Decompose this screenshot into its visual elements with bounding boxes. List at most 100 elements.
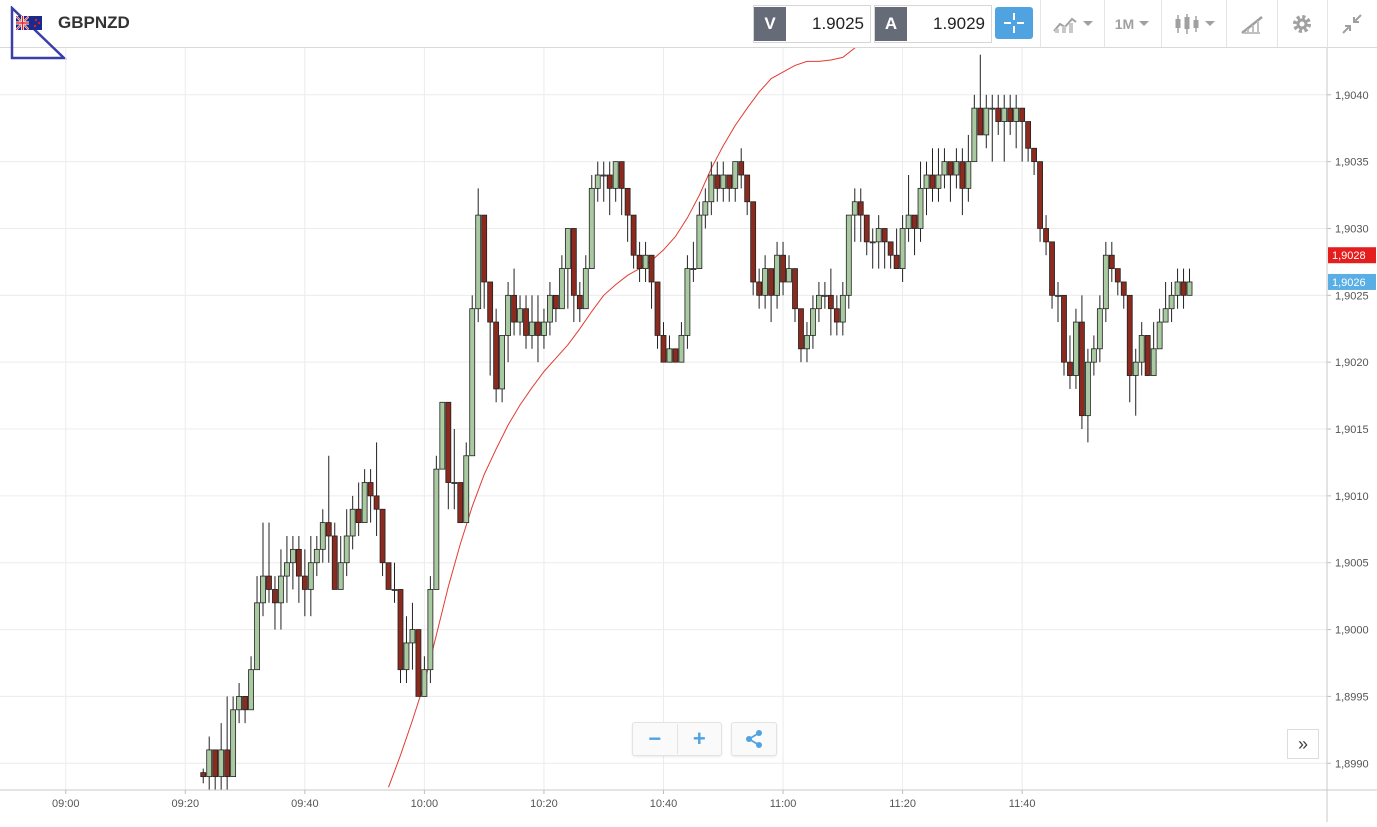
gbp-nzd-flag-icon [16,16,42,30]
share-button[interactable] [731,722,777,756]
bull-candle [254,576,260,671]
bull-candle [361,469,368,524]
bull-candle [1156,308,1163,350]
toolbar: GBPNZD V 1.9025 A 1.9029 1M [0,0,1377,60]
bear-candle [618,161,625,216]
bull-candle [1085,348,1091,443]
x-tick-label: 10:40 [650,798,678,810]
candle-body [349,508,356,537]
candle-body [1019,107,1026,122]
candle-body [284,562,290,577]
zoom-in-button[interactable]: + [678,724,722,754]
gear-icon [1293,14,1311,33]
candle-body [989,107,996,110]
candle-body [738,161,745,176]
bear-candle [1114,268,1121,296]
candle-body [535,321,541,336]
bull-candle [971,94,978,163]
bull-candle [821,281,828,309]
drawing-tools-button[interactable] [1232,0,1272,47]
candle-body [1043,228,1049,243]
bear-candle [977,54,984,136]
candle-body [439,401,446,470]
bear-candle [1120,281,1127,309]
candle-style-menu[interactable] [1168,0,1220,47]
zoom-out-button[interactable]: − [633,724,678,754]
bear-candle [1037,161,1043,242]
candle-body [1102,254,1109,310]
candle-body [833,308,840,323]
bear-candle [385,562,392,590]
bear-candle [887,241,894,269]
candle-body [1144,335,1151,376]
bear-candle [373,442,380,536]
candle-body [433,468,440,590]
candle-body [624,187,631,216]
ask-quote[interactable]: A 1.9029 [874,5,992,43]
bear-candle [266,522,272,603]
bear-candle [1007,94,1014,135]
bull-candle [248,656,254,711]
candle-body [1061,294,1067,363]
last-price-tag-label: 1,9026 [1332,277,1366,289]
candle-body [547,294,553,323]
y-tick-label: 1,9015 [1335,424,1369,436]
scroll-to-latest-button[interactable]: » [1287,729,1319,759]
bear-candle [570,228,577,323]
bid-label: V [754,7,786,41]
bull-candle [1073,308,1079,389]
bear-candle [624,187,631,242]
candle-body [397,589,404,671]
candle-body [1067,361,1073,376]
candle-body [744,174,751,203]
candle-body [1156,321,1163,350]
chart-type-menu[interactable] [1048,0,1096,47]
candle-body [558,268,565,310]
candle-body [690,268,697,270]
bid-quote[interactable]: V 1.9025 [753,5,871,43]
crosshair-button[interactable] [995,7,1033,39]
candle-body [965,161,972,189]
candle-body [361,482,368,524]
bear-candle [212,749,219,790]
timeframe-menu[interactable]: 1M [1108,0,1156,47]
bear-candle [947,161,954,202]
bull-candle [588,175,595,269]
bull-candle [260,522,266,617]
candle-body [331,535,338,590]
bear-candle [1019,107,1026,162]
bull-candle [558,255,565,310]
toolbar-divider [1277,0,1278,47]
minus-icon: − [648,726,662,751]
bear-candle [911,214,918,256]
candle-body [917,187,924,229]
bear-candle [325,455,332,563]
y-tick-label: 1,9040 [1335,90,1369,102]
candle-body [529,321,535,336]
toolbar-divider [1104,0,1105,47]
candle-body [827,294,834,310]
bull-candle [541,308,547,349]
candle-body [953,161,960,176]
candle-body [905,214,912,229]
candle-body [714,174,721,189]
candle-body [648,254,655,283]
candle-body [941,161,948,176]
candle-body [1055,294,1061,297]
bull-candle [941,148,948,189]
bear-candle [792,268,798,323]
candle-body [1186,281,1193,296]
candle-body [224,749,231,778]
settings-button[interactable] [1282,0,1322,47]
candle-body [1073,321,1079,376]
bull-candle [851,188,858,242]
collapse-button[interactable] [1332,0,1372,47]
candle-body [475,214,482,310]
candle-body [1007,107,1014,122]
bull-candle [1132,348,1139,416]
chevron-down-icon [1204,21,1215,26]
bear-candle [487,281,494,376]
candle-body [935,174,942,189]
